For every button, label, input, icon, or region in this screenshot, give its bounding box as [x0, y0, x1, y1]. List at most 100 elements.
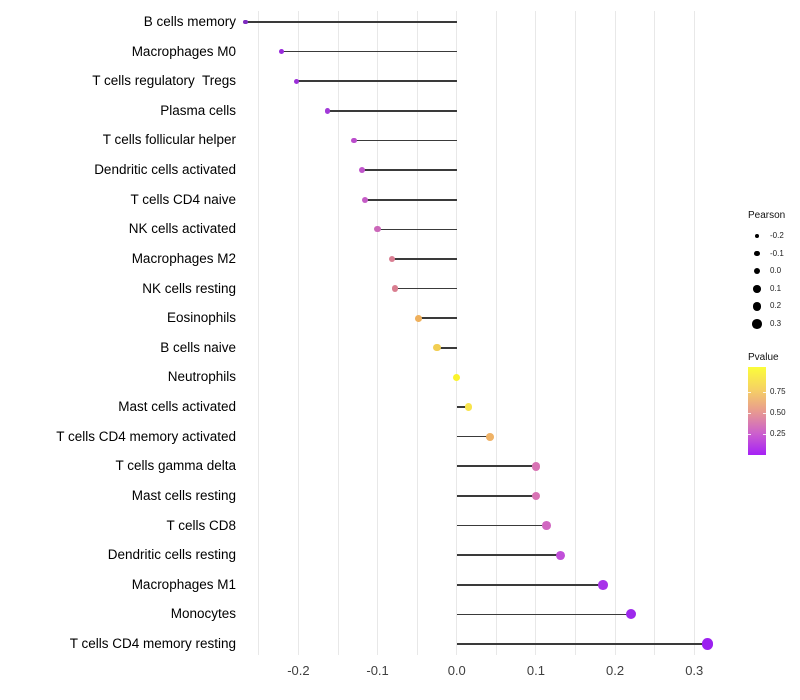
size-legend-label: -0.1 [770, 248, 784, 258]
category-label: Monocytes [170, 606, 236, 622]
lollipop-dot [358, 167, 365, 174]
x-tick-label: -0.2 [287, 663, 310, 678]
lollipop-dot [541, 521, 551, 530]
gridline [654, 11, 656, 655]
lollipop-stick [377, 228, 457, 231]
gridline [456, 11, 458, 655]
size-legend-title: Pearson [748, 210, 786, 221]
lollipop-dot [598, 579, 608, 590]
lollipop-dot [453, 373, 461, 382]
category-label: B cells naive [160, 339, 236, 355]
category-label: Plasma cells [160, 102, 236, 118]
lollipop-dot [361, 196, 368, 203]
pvalue-colorbar [748, 367, 766, 455]
colorbar-tick-mark [763, 413, 766, 414]
lollipop-stick [456, 524, 547, 527]
lollipop-stick [436, 347, 457, 349]
category-label: Neutrophils [167, 369, 236, 385]
lollipop-stick [456, 643, 708, 645]
colorbar-tick-mark [748, 434, 751, 435]
lollipop-stick [456, 465, 536, 468]
category-label: T cells CD8 [166, 517, 236, 533]
lollipop-stick [456, 406, 469, 408]
category-label: T cells CD4 memory resting [69, 636, 236, 651]
category-label: Macrophages M1 [131, 576, 236, 592]
gridline [258, 11, 260, 655]
category-label: T cells regulatory Tregs [92, 73, 236, 89]
category-label: Mast cells activated [118, 399, 236, 415]
category-label: Eosinophils [166, 310, 236, 326]
size-legend-label: 0.0 [770, 266, 782, 276]
lollipop-dot [391, 285, 399, 292]
category-label: Macrophages M2 [131, 250, 236, 266]
gridline [495, 11, 497, 655]
color-legend-title: Pvalue [748, 352, 779, 363]
gridline [416, 11, 418, 655]
lollipop-dot [324, 108, 331, 114]
lollipop-dot [374, 226, 381, 233]
gridline [575, 11, 576, 655]
category-label: Dendritic cells resting [107, 547, 236, 563]
lollipop-dot [350, 137, 357, 144]
size-legend-dot [753, 267, 761, 275]
x-tick-label: -0.1 [366, 663, 389, 678]
category-label: Dendritic cells activated [94, 162, 236, 178]
size-legend-label: 0.3 [770, 319, 782, 328]
category-label: Mast cells resting [131, 487, 236, 503]
lollipop-dot [293, 78, 299, 84]
lollipop-dot [433, 344, 441, 352]
colorbar-tick-mark [748, 392, 751, 393]
size-legend-label: 0.1 [770, 283, 782, 293]
lollipop-stick [245, 21, 457, 23]
lollipop-stick [456, 613, 631, 616]
lollipop-stick [418, 317, 457, 319]
lollipop-dot [486, 432, 494, 441]
colorbar-tick-mark [748, 413, 751, 414]
category-label: NK cells resting [142, 280, 236, 296]
category-label: Macrophages M0 [131, 43, 236, 59]
lollipop-dot [531, 491, 541, 501]
lollipop-dot [531, 462, 541, 471]
lollipop-stick [296, 80, 457, 83]
category-label: B cells memory [143, 14, 236, 29]
size-legend-dot [752, 302, 762, 311]
gridline [614, 11, 616, 655]
lollipop-stick [364, 198, 457, 201]
lollipop-dot [702, 638, 714, 650]
lollipop-stick [327, 110, 457, 112]
category-label: T cells follicular helper [102, 132, 236, 148]
x-tick-label: 0.2 [606, 663, 625, 678]
lollipop-stick [456, 495, 536, 497]
lollipop-dot [415, 314, 423, 322]
gridline [337, 11, 339, 655]
size-legend-dot [753, 285, 761, 293]
category-label: T cells gamma delta [115, 458, 236, 474]
lollipop-stick [391, 258, 457, 260]
colorbar-tick-label: 0.75 [770, 387, 786, 396]
colorbar-tick-label: 0.50 [770, 408, 786, 417]
size-legend-dot [754, 250, 760, 257]
x-tick-label: 0.1 [526, 663, 545, 678]
gridline [297, 11, 299, 655]
gridline [535, 11, 537, 655]
lollipop-dot [556, 550, 565, 560]
colorbar-tick-mark [763, 434, 766, 435]
lollipop-stick [456, 554, 561, 556]
size-legend-label: 0.2 [770, 301, 782, 311]
lollipop-stick [395, 287, 457, 290]
colorbar-tick-label: 0.25 [770, 429, 786, 438]
lollipop-stick [353, 139, 457, 142]
lollipop-stick [281, 50, 457, 53]
gridline [377, 11, 379, 655]
size-legend-dot [754, 233, 760, 239]
colorbar-tick-mark [763, 392, 766, 393]
lollipop-dot [388, 255, 396, 263]
gridline [693, 11, 695, 655]
lollipop-dot [279, 49, 285, 55]
lollipop-stick [456, 435, 490, 438]
lollipop-stick [361, 169, 457, 171]
size-legend-label: -0.2 [770, 231, 784, 240]
lollipop-stick [456, 583, 604, 586]
lollipop-dot [243, 19, 248, 25]
